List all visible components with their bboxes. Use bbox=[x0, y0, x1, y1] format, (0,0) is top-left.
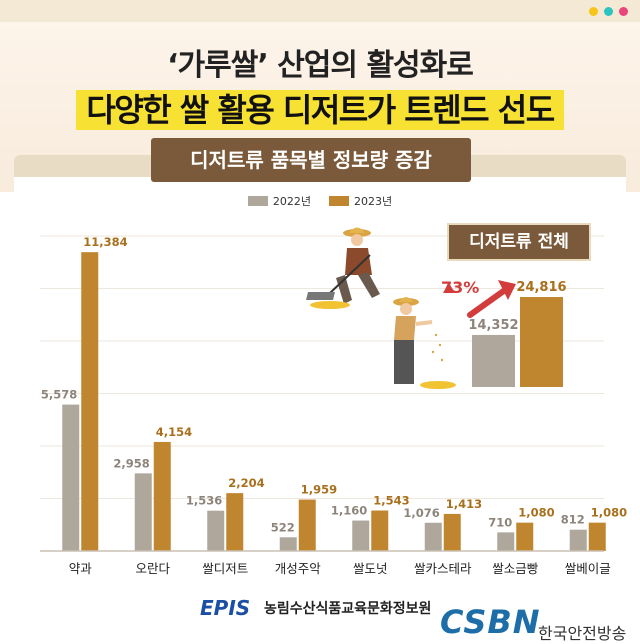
bar-value-label: 1,076 bbox=[403, 506, 439, 520]
bar-2022 bbox=[62, 404, 80, 551]
legend-label-2023: 2023년 bbox=[354, 195, 393, 208]
bar-value-label: 4,154 bbox=[156, 425, 192, 439]
category-label: 약과 bbox=[69, 561, 93, 576]
bar-value-label: 2,204 bbox=[228, 476, 264, 490]
bar-value-label: 812 bbox=[561, 513, 585, 527]
teal-dot-icon bbox=[604, 7, 613, 16]
bar-value-label: 1,413 bbox=[446, 497, 482, 511]
bar-value-label: 710 bbox=[488, 515, 512, 529]
category-label: 쌀소금빵 bbox=[492, 561, 539, 576]
chart-legend: 2022년 2023년 bbox=[0, 193, 640, 209]
bar-2022 bbox=[352, 520, 370, 551]
top-bar bbox=[0, 0, 640, 22]
bar-value-label: 11,384 bbox=[83, 235, 127, 249]
total-change-value: 73% bbox=[441, 278, 480, 297]
category-label: 쌀베이글 bbox=[565, 561, 611, 576]
epis-org-name: 농림수산식품교육문화정보원 bbox=[264, 601, 432, 617]
bar-2022 bbox=[424, 522, 442, 551]
category-label: 쌀카스테라 bbox=[414, 561, 472, 576]
bar-2023 bbox=[153, 441, 171, 551]
headline-line-2: 다양한 쌀 활용 디저트가 트렌드 선도 bbox=[0, 85, 640, 131]
bar-2022 bbox=[207, 510, 225, 551]
total-value-label: 14,352 bbox=[468, 318, 518, 333]
bar-value-label: 1,543 bbox=[373, 493, 409, 507]
bar-2023 bbox=[516, 522, 534, 551]
bar-value-label: 2,958 bbox=[113, 456, 149, 470]
bar-value-label: 1,536 bbox=[186, 494, 222, 508]
category-label: 쌀도넛 bbox=[353, 561, 388, 576]
epis-logo: EPIS bbox=[200, 596, 251, 620]
category-labels: 약과 오란다 쌀디저트 개성주악 쌀도넛 쌀카스테라 쌀소금빵 쌀베이글 bbox=[69, 561, 611, 576]
category-label: 개성주악 bbox=[275, 561, 322, 576]
broadcaster-name: 한국안전방송 bbox=[538, 624, 627, 643]
bars bbox=[62, 252, 606, 552]
headline-line-2-text: 다양한 쌀 활용 디저트가 트렌드 선도 bbox=[76, 90, 564, 130]
bar-value-label: 1,160 bbox=[331, 504, 367, 518]
bar-2022 bbox=[497, 532, 515, 551]
total-chart: 14,352 24,816 bbox=[468, 280, 567, 387]
legend-item-2023: 2023년 bbox=[329, 193, 392, 209]
bar-value-label: 5,578 bbox=[41, 388, 77, 402]
legend-item-2022: 2022년 bbox=[247, 193, 311, 209]
category-label: 쌀디저트 bbox=[202, 561, 248, 576]
bar-2022 bbox=[569, 529, 587, 551]
bar-2022 bbox=[134, 473, 152, 551]
bar-2023 bbox=[81, 252, 99, 552]
total-bar-2022 bbox=[472, 334, 515, 387]
bar-value-label: 1,959 bbox=[301, 483, 337, 497]
total-chart-title: 디저트류 전체 bbox=[447, 223, 591, 261]
bar-value-label: 1,080 bbox=[518, 506, 554, 520]
bar-2022 bbox=[279, 537, 297, 551]
legend-label-2022: 2022년 bbox=[272, 195, 311, 208]
footer bbox=[0, 590, 640, 640]
legend-swatch-2022 bbox=[247, 196, 268, 206]
window-dots bbox=[589, 7, 628, 16]
bar-2023 bbox=[371, 510, 389, 551]
bar-2023 bbox=[298, 499, 316, 551]
legend-swatch-2023 bbox=[329, 196, 349, 206]
headline-line-1: ‘가루쌀’ 산업의 활성화로 bbox=[167, 48, 474, 83]
category-label: 오란다 bbox=[135, 561, 170, 576]
bar-2023 bbox=[226, 493, 244, 551]
bar-value-label: 1,080 bbox=[591, 506, 627, 520]
pink-dot-icon bbox=[619, 7, 628, 16]
bar-2023 bbox=[443, 513, 461, 551]
bar-value-labels: 5,578 11,384 2,958 4,154 1,536 2,204 522 1,959 1… bbox=[41, 235, 627, 534]
bar-value-label: 522 bbox=[271, 520, 295, 534]
total-value-label: 24,816 bbox=[516, 280, 566, 295]
yellow-dot-icon bbox=[589, 7, 598, 16]
bar-2023 bbox=[588, 522, 606, 551]
farmer-illustration bbox=[306, 227, 516, 389]
total-bar-2023 bbox=[520, 297, 563, 387]
csbn-logo: CSBN bbox=[440, 603, 541, 641]
chart-title: 디저트류 품목별 정보량 증감 bbox=[151, 138, 471, 182]
total-change-percent: 73% bbox=[441, 278, 479, 297]
